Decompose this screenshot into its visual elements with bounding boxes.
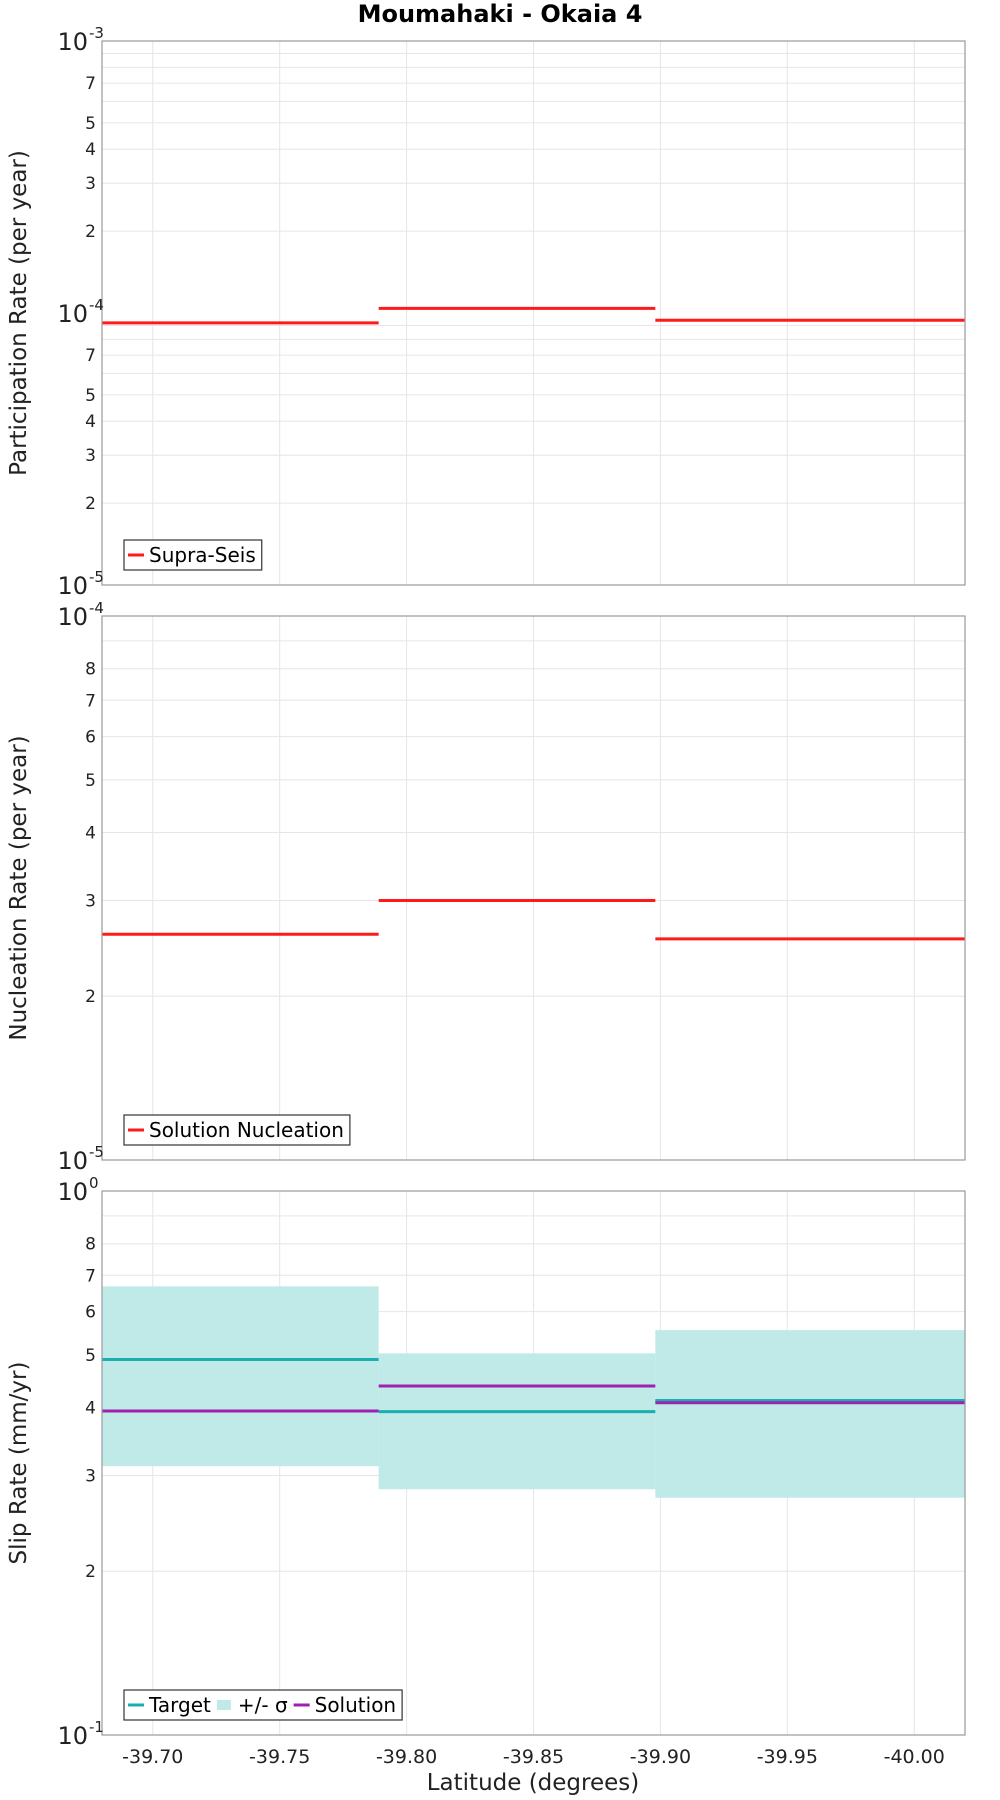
y-tick-label: 3 — [85, 174, 96, 194]
band-segment — [378, 1353, 656, 1490]
legend-frame — [123, 1689, 403, 1721]
y-tick-label: 8 — [85, 660, 96, 680]
legend-label: +/- σ — [238, 1693, 288, 1717]
y-tick-label: 4 — [85, 412, 96, 432]
legend-frame — [123, 1114, 351, 1146]
y-major-tick-base: 10 — [57, 1147, 88, 1175]
y-tick-label: 2 — [85, 1562, 96, 1582]
y-major-tick-base: 10 — [57, 603, 88, 631]
x-axis-label: Latitude (degrees) — [427, 1770, 640, 1796]
legend-swatch — [216, 1700, 231, 1710]
legend-background — [124, 540, 262, 570]
y-tick-label: 7 — [85, 346, 96, 366]
y-major-tick-label: 10 -4 — [57, 599, 104, 631]
x-axis: -39.70 -39.75 -39.80 -39.85 -39.90 -39.95 -40.… — [122, 1746, 945, 1768]
y-tick-label: 5 — [85, 1346, 96, 1366]
y-major-tick-exponent: -4 — [89, 599, 104, 617]
y-tick-label: 7 — [85, 1266, 96, 1286]
y-major-tick-exponent: -5 — [89, 568, 104, 586]
legend: Target +/- σ Solution — [123, 1689, 403, 1721]
y-tick-label: 5 — [85, 386, 96, 406]
x-tick-label: -39.75 — [249, 1746, 310, 1768]
y-axis-label: Participation Rate (per year) — [6, 150, 32, 476]
y-tick-label: 2 — [85, 222, 96, 242]
x-tick-label: -39.95 — [757, 1746, 818, 1768]
plot-frame — [101, 1190, 966, 1736]
y-tick-label: 5 — [85, 114, 96, 134]
y-tick-label: 3 — [85, 1466, 96, 1486]
plot-frame — [101, 40, 966, 586]
y-tick-label: 3 — [85, 446, 96, 466]
x-tick-label: -39.90 — [630, 1746, 691, 1768]
y-major-tick-label: 10 -1 — [57, 1718, 104, 1750]
y-tick-label: 4 — [85, 1398, 96, 1418]
y-major-tick-label: 10 -5 — [57, 568, 104, 600]
x-tick-label: -39.85 — [503, 1746, 564, 1768]
legend-label: Target — [148, 1693, 211, 1717]
legend-background — [124, 1690, 403, 1720]
y-major-tick-base: 10 — [57, 1722, 88, 1750]
y-tick-label: 8 — [85, 1235, 96, 1255]
y-major-tick-exponent: -5 — [89, 1143, 104, 1161]
y-tick-label: 7 — [85, 74, 96, 94]
y-major-tick-label: 10 -4 — [57, 296, 104, 328]
band-segment — [655, 1330, 965, 1498]
y-major-tick-exponent: -3 — [89, 24, 104, 42]
y-axis-label: Nucleation Rate (per year) — [6, 735, 32, 1040]
legend-background — [124, 1115, 350, 1145]
y-tick-label: 6 — [85, 728, 96, 748]
y-tick-label: 2 — [85, 494, 96, 514]
chart-title: Moumahaki - Okaia 4 — [358, 0, 643, 28]
y-major-tick-base: 10 — [57, 28, 88, 56]
y-major-tick-base: 10 — [57, 300, 88, 328]
y-tick-label: 5 — [85, 771, 96, 791]
band-segment — [102, 1286, 379, 1467]
y-major-tick-base: 10 — [57, 572, 88, 600]
y-tick-label: 4 — [85, 140, 96, 160]
x-tick-label: -39.80 — [376, 1746, 437, 1768]
y-major-tick-label: 10 -3 — [57, 24, 104, 56]
legend-label: Solution Nucleation — [149, 1118, 344, 1142]
y-major-tick-label: 10 -5 — [57, 1143, 104, 1175]
legend: Supra-Seis — [123, 539, 263, 571]
legend-label: Solution — [315, 1693, 396, 1717]
legend: Solution Nucleation — [123, 1114, 351, 1146]
y-tick-label: 2 — [85, 987, 96, 1007]
y-major-tick-label: 10 0 — [57, 1174, 98, 1206]
legend-label: Supra-Seis — [149, 543, 256, 567]
y-major-tick-exponent: 0 — [89, 1174, 99, 1192]
y-major-tick-exponent: -1 — [89, 1718, 104, 1736]
y-axis-label: Slip Rate (mm/yr) — [6, 1362, 32, 1565]
y-tick-label: 4 — [85, 823, 96, 843]
y-major-tick-exponent: -4 — [89, 296, 104, 314]
x-tick-label: -40.00 — [884, 1746, 945, 1768]
plot-frame — [101, 615, 966, 1161]
y-major-tick-base: 10 — [57, 1178, 88, 1206]
y-tick-label: 6 — [85, 1303, 96, 1323]
x-tick-label: -39.70 — [122, 1746, 183, 1768]
y-tick-label: 7 — [85, 691, 96, 711]
y-tick-label: 3 — [85, 891, 96, 911]
legend-frame — [123, 539, 263, 571]
